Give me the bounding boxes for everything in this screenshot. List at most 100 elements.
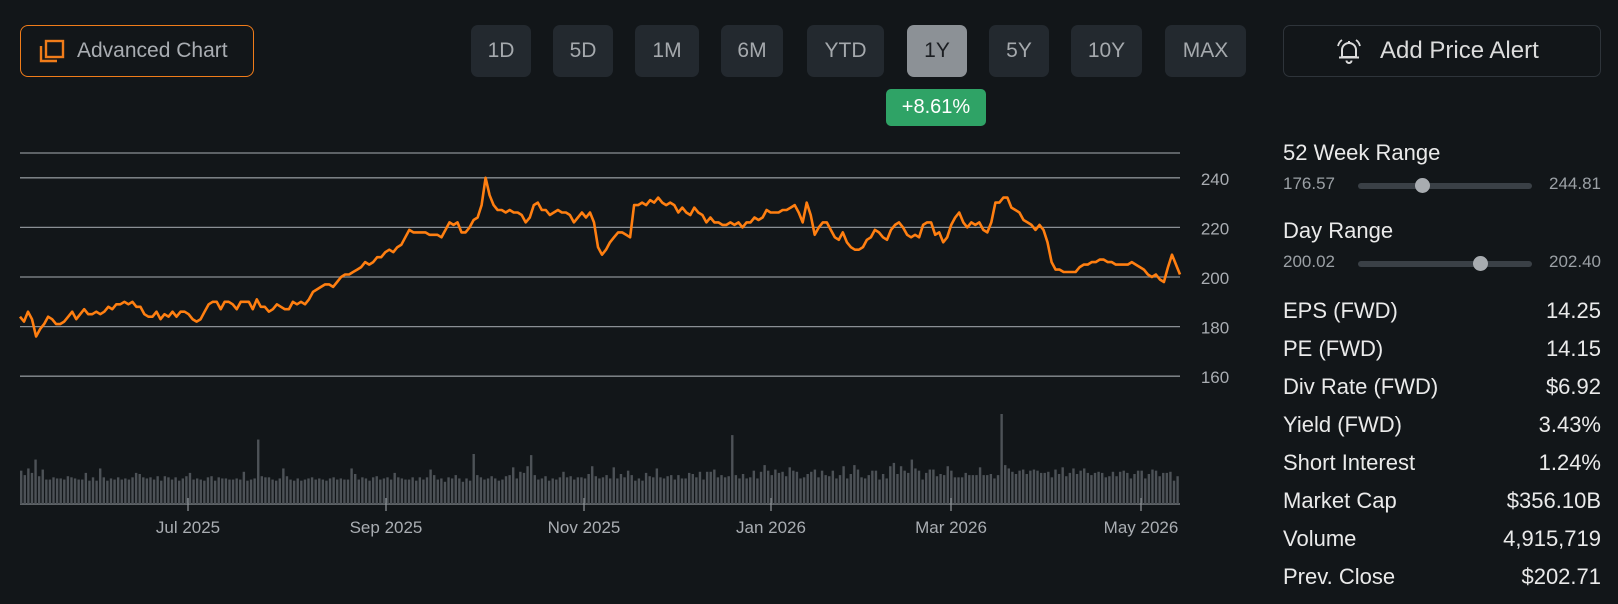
volume-bar — [461, 481, 465, 504]
y-tick-label: 240 — [1201, 170, 1229, 189]
volume-bar — [533, 475, 536, 504]
volume-bar — [113, 479, 116, 504]
stat-label: Yield (FWD) — [1283, 412, 1402, 437]
volume-bar — [1068, 472, 1072, 504]
range-5d-button[interactable]: 5D — [553, 25, 613, 77]
volume-bar — [1032, 469, 1036, 504]
volume-bar — [1025, 474, 1028, 504]
volume-bar — [253, 478, 256, 504]
volume-bar — [871, 470, 874, 504]
volume-bar — [1029, 470, 1032, 504]
volume-bar — [799, 478, 802, 504]
price-chart[interactable]: 240 220 200 180 160 Jul 2025 Sep 2025 Nov 2025… — [0, 130, 1230, 550]
volume-bar — [856, 469, 860, 504]
volume-bar — [677, 475, 680, 504]
volume-bar — [371, 477, 375, 504]
advanced-chart-label: Advanced Chart — [77, 39, 228, 62]
volume-bar — [863, 478, 867, 504]
volume-bar — [1014, 474, 1018, 504]
volume-bar — [634, 480, 637, 504]
range-1d-button[interactable]: 1D — [471, 25, 531, 77]
volume-bar — [810, 471, 813, 504]
volume-bar — [271, 479, 274, 504]
volume-bar — [881, 474, 885, 504]
volume-bar — [555, 479, 558, 504]
volume-bar — [1118, 471, 1122, 504]
volume-bar — [583, 478, 587, 504]
volume-bar — [20, 470, 23, 504]
range-5y-button[interactable]: 5Y — [989, 25, 1049, 77]
volume-bar — [1172, 480, 1176, 504]
volume-bar — [1162, 472, 1165, 504]
volume-bar — [1021, 469, 1025, 504]
volume-bar — [99, 468, 102, 504]
volume-bar — [206, 477, 210, 504]
volume-bar — [174, 477, 177, 504]
volume-bar — [1043, 472, 1046, 504]
volume-bar — [892, 462, 896, 504]
volume-bar — [713, 469, 716, 504]
volume-bar — [616, 478, 619, 504]
volume-bar — [310, 477, 314, 504]
volume-bar — [849, 474, 852, 504]
volume-bar — [641, 480, 644, 504]
volume-bar — [709, 471, 712, 504]
volume-bar — [134, 472, 138, 504]
volume-bar — [749, 477, 752, 504]
volume-bar — [282, 468, 285, 504]
volume-bar — [465, 478, 468, 504]
volume-bar — [508, 475, 511, 504]
volume-bar — [932, 469, 935, 504]
volume-bar — [896, 474, 899, 504]
volume-bar — [946, 466, 949, 504]
volume-bar — [167, 477, 170, 504]
day-range: Day Range 200.02 202.40 — [1283, 214, 1601, 292]
volume-bar — [450, 478, 454, 504]
volume-bar — [565, 477, 569, 504]
volume-bar — [1100, 472, 1104, 504]
volume-bar — [1007, 468, 1011, 504]
volume-bar — [120, 479, 123, 504]
volume-bar — [425, 477, 429, 504]
volume-bar — [939, 474, 942, 504]
range-ytd-button[interactable]: YTD — [807, 25, 884, 77]
range-10y-button[interactable]: 10Y — [1071, 25, 1142, 77]
volume-bar — [353, 474, 357, 504]
add-price-alert-button[interactable]: Add Price Alert — [1283, 25, 1601, 77]
volume-bar — [156, 476, 159, 504]
range-6m-button[interactable]: 6M — [721, 25, 783, 77]
quote-stats-panel: 52 Week Range 176.57 244.81 Day Range 20… — [1283, 136, 1601, 596]
volume-bar — [720, 475, 723, 504]
volume-bar — [795, 471, 799, 504]
volume-bar — [971, 475, 975, 504]
volume-bar — [1039, 472, 1043, 504]
volume-bar — [1154, 470, 1158, 504]
volume-bar — [440, 478, 443, 504]
volume-bar — [702, 479, 705, 504]
volume-bar — [1050, 477, 1054, 504]
volume-bar — [982, 475, 985, 504]
range-1y-button[interactable]: 1Y — [907, 25, 967, 77]
volume-bar — [1097, 471, 1100, 504]
volume-bar — [623, 477, 626, 504]
range-1m-button[interactable]: 1M — [635, 25, 699, 77]
volume-bar — [289, 479, 292, 504]
y-tick-label: 160 — [1201, 368, 1229, 387]
range-max-button[interactable]: MAX — [1165, 25, 1246, 77]
volume-bar — [490, 476, 493, 504]
volume-bar — [738, 478, 741, 504]
volume-bar — [917, 470, 921, 504]
volume-bar — [899, 466, 903, 504]
volume-bar — [138, 474, 141, 504]
stat-row-pe: PE (FWD) 14.15 — [1283, 330, 1601, 368]
volume-bar — [784, 476, 788, 504]
volume-bar — [996, 475, 1000, 504]
volume-bar — [307, 478, 310, 504]
volume-bar — [630, 475, 633, 504]
price-series — [18, 176, 1182, 338]
volume-bar — [1065, 476, 1068, 504]
advanced-chart-button[interactable]: Advanced Chart — [20, 25, 254, 77]
volume-bar — [978, 467, 982, 504]
volume-bar — [835, 478, 838, 504]
stat-label: Short Interest — [1283, 450, 1416, 475]
